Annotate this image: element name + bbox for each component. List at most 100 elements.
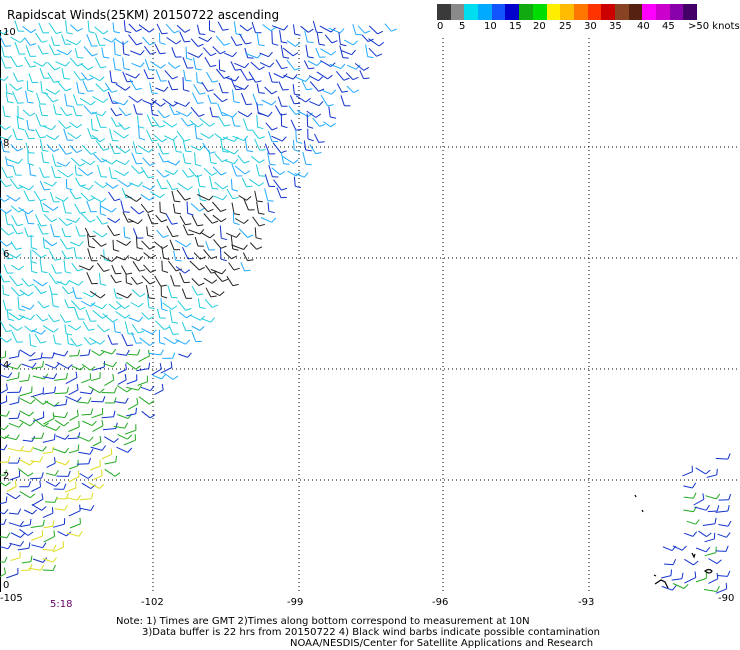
wind-barb <box>80 72 88 81</box>
wind-barb <box>30 260 33 272</box>
wind-barb <box>4 115 11 118</box>
wind-barb <box>8 422 20 428</box>
wind-barb <box>281 66 288 70</box>
wind-barb <box>283 56 290 59</box>
wind-barb <box>101 416 114 419</box>
wind-barb <box>141 240 150 250</box>
wind-barb <box>232 248 239 251</box>
wind-barb <box>171 123 178 128</box>
wind-barb <box>75 371 78 378</box>
wind-barb <box>3 518 7 525</box>
wind-barb <box>205 241 210 251</box>
wind-barb <box>92 129 99 132</box>
wind-barb <box>40 198 47 202</box>
wind-barb <box>73 94 78 106</box>
wind-barb <box>77 470 80 477</box>
wind-barb <box>31 328 38 333</box>
wind-barb <box>68 475 80 483</box>
wind-barb <box>79 306 86 311</box>
wind-barb <box>212 195 224 201</box>
wind-barb <box>18 128 25 131</box>
wind-barb <box>81 413 92 416</box>
wind-barb <box>23 190 30 202</box>
wind-barb <box>5 363 11 368</box>
wind-barb <box>190 315 201 321</box>
wind-barb <box>122 211 129 223</box>
wind-barb <box>38 22 44 34</box>
wind-barb <box>45 501 55 503</box>
wind-barb <box>363 66 370 71</box>
wind-barb <box>143 45 151 55</box>
wind-barb <box>2 284 4 295</box>
wind-barb <box>150 185 156 191</box>
wind-barb <box>149 414 156 419</box>
wind-barb <box>214 272 223 282</box>
wind-barb <box>707 510 718 513</box>
wind-barb <box>138 24 150 33</box>
wind-barb <box>247 112 253 118</box>
lat-label-10: 10 <box>3 27 16 38</box>
wind-barb <box>0 401 7 405</box>
wind-barb <box>28 411 35 417</box>
wind-barb <box>53 373 58 379</box>
wind-barb <box>203 277 213 284</box>
wind-barb <box>230 235 234 249</box>
wind-barb <box>225 76 236 82</box>
wind-barb <box>156 23 163 35</box>
wind-barb <box>56 280 66 286</box>
wind-barb <box>234 62 245 69</box>
wind-barb <box>31 247 38 250</box>
wind-barb <box>28 163 35 166</box>
wind-barb <box>7 101 14 104</box>
wind-barb <box>42 318 49 322</box>
wind-barb <box>28 358 42 361</box>
wind-barb <box>248 71 257 83</box>
wind-barb <box>70 157 81 167</box>
wind-barb <box>88 457 91 464</box>
wind-barb <box>180 117 188 127</box>
wind-barb <box>2 105 6 117</box>
wind-barb <box>367 56 374 59</box>
wind-barb <box>32 396 44 405</box>
colorbar-swatch <box>642 4 656 20</box>
wind-barb <box>194 152 196 165</box>
wind-barb <box>171 305 178 310</box>
wind-barb <box>130 206 140 215</box>
wind-barb <box>4 436 17 441</box>
wind-barb <box>102 183 109 189</box>
wind-barb <box>275 59 283 69</box>
wind-barb <box>139 50 145 56</box>
wind-barb <box>146 114 153 126</box>
wind-barb <box>149 281 156 285</box>
wind-barb <box>150 269 157 273</box>
wind-barb <box>110 117 117 127</box>
wind-barb <box>177 300 187 311</box>
wind-barb <box>136 368 149 372</box>
wind-barb <box>340 63 346 69</box>
wind-barb <box>716 585 720 592</box>
wind-barb <box>328 106 331 118</box>
wind-barb <box>18 292 25 297</box>
wind-barb <box>93 153 102 163</box>
wind-barb <box>197 174 201 187</box>
wind-barb <box>54 66 61 71</box>
wind-barb <box>3 151 10 153</box>
wind-barb <box>103 88 110 92</box>
wind-barb <box>103 37 112 43</box>
wind-barb <box>66 222 73 227</box>
wind-barb <box>79 391 91 395</box>
wind-barb <box>111 159 117 165</box>
wind-barb <box>4 56 11 58</box>
wind-barb <box>42 325 54 333</box>
wind-barb <box>243 244 248 250</box>
wind-barb <box>63 483 67 490</box>
wind-barb <box>212 220 219 224</box>
wind-barb <box>661 585 673 591</box>
wind-barb <box>305 97 311 103</box>
wind-barb <box>155 87 165 92</box>
wind-barb <box>67 324 77 331</box>
wind-barb <box>128 23 137 32</box>
wind-barb <box>27 472 34 477</box>
wind-barb <box>148 148 154 153</box>
wind-barb <box>72 106 77 116</box>
